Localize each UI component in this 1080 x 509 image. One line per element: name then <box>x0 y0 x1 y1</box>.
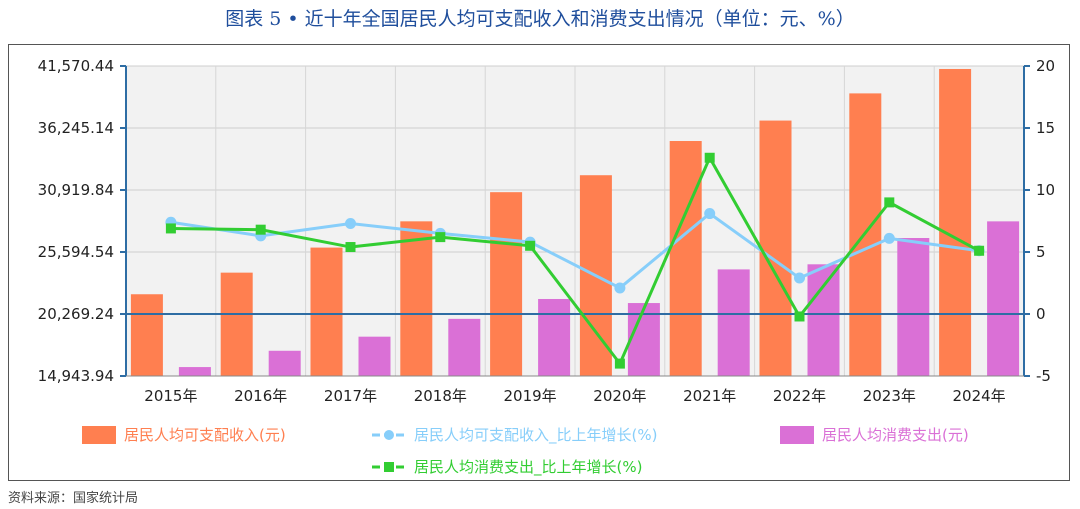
income-bar <box>490 192 523 376</box>
consumption-growth-point <box>794 311 805 322</box>
consumption-growth-point <box>525 240 536 251</box>
category-label: 2015年 <box>144 387 197 405</box>
legend-consumption-growth-marker <box>384 462 394 472</box>
consumption-bar <box>897 238 930 376</box>
consumption-bar <box>538 298 571 376</box>
legend-consumption-bar-swatch <box>780 426 814 444</box>
legend-income-growth-marker <box>384 430 394 440</box>
consumption-bar <box>717 269 750 376</box>
right-tick-label: 15 <box>1036 119 1055 137</box>
left-tick-label: 20,269.24 <box>38 305 114 323</box>
income-growth-point <box>794 272 805 284</box>
consumption-growth-point <box>614 358 625 369</box>
category-label: 2019年 <box>504 387 557 405</box>
income-bar <box>220 272 253 376</box>
income-growth-point <box>704 208 716 220</box>
left-tick-label: 41,570.44 <box>38 57 114 75</box>
income-bar <box>310 247 343 376</box>
income-bar <box>759 120 792 376</box>
consumption-growth-point <box>974 245 985 256</box>
chart-frame <box>8 44 1070 481</box>
income-bar <box>939 68 972 377</box>
consumption-bar <box>627 303 660 376</box>
consumption-growth-line <box>170 154 980 367</box>
consumption-bar <box>448 318 481 376</box>
consumption-growth-point <box>884 197 895 208</box>
figure-title: 图表 5 • 近十年全国居民人均可支配收入和消费支出情况（单位：元、%） <box>225 8 855 30</box>
consumption-bar <box>807 264 840 376</box>
right-tick-label: 20 <box>1036 57 1055 75</box>
left-tick-label: 36,245.14 <box>38 119 114 137</box>
category-label: 2017年 <box>324 387 377 405</box>
income-bar <box>669 141 702 376</box>
consumption-bar <box>987 221 1020 376</box>
category-label: 2022年 <box>773 387 826 405</box>
consumption-growth-point <box>435 232 446 243</box>
left-tick-label: 14,943.94 <box>38 367 114 385</box>
legend-consumption-growth-label: 居民人均消费支出_比上年增长(%) <box>414 458 642 477</box>
consumption-growth-point <box>704 152 715 163</box>
income-bar <box>130 294 163 376</box>
source-note: 资料来源：国家统计局 <box>8 491 139 506</box>
consumption-bar <box>358 336 391 376</box>
consumption-growth-point <box>255 224 266 235</box>
category-label: 2018年 <box>414 387 467 405</box>
legend-income-growth-label: 居民人均可支配收入_比上年增长(%) <box>414 426 657 445</box>
category-label: 2024年 <box>953 387 1006 405</box>
legend-income-bar-label: 居民人均可支配收入(元) <box>124 426 286 444</box>
right-tick-label: 10 <box>1036 181 1055 199</box>
category-label: 2023年 <box>863 387 916 405</box>
category-label: 2020年 <box>593 387 646 405</box>
income-bar <box>400 221 433 376</box>
consumption-growth-point <box>345 242 356 253</box>
category-label: 2021年 <box>683 387 736 405</box>
right-tick-label: 0 <box>1036 305 1046 323</box>
income-growth-point <box>883 232 895 244</box>
consumption-bar <box>268 350 301 376</box>
category-label: 2016年 <box>234 387 287 405</box>
income-growth-point <box>614 282 626 294</box>
left-tick-label: 30,919.84 <box>38 181 114 199</box>
income-growth-point <box>345 217 356 229</box>
consumption-bar <box>178 367 211 376</box>
legend-consumption-bar-label: 居民人均消费支出(元) <box>822 426 969 444</box>
right-tick-label: -5 <box>1036 367 1051 385</box>
consumption-growth-point <box>165 223 176 234</box>
left-tick-label: 25,594.54 <box>38 243 114 261</box>
legend-income-bar-swatch <box>82 426 116 444</box>
right-tick-label: 5 <box>1036 243 1046 261</box>
